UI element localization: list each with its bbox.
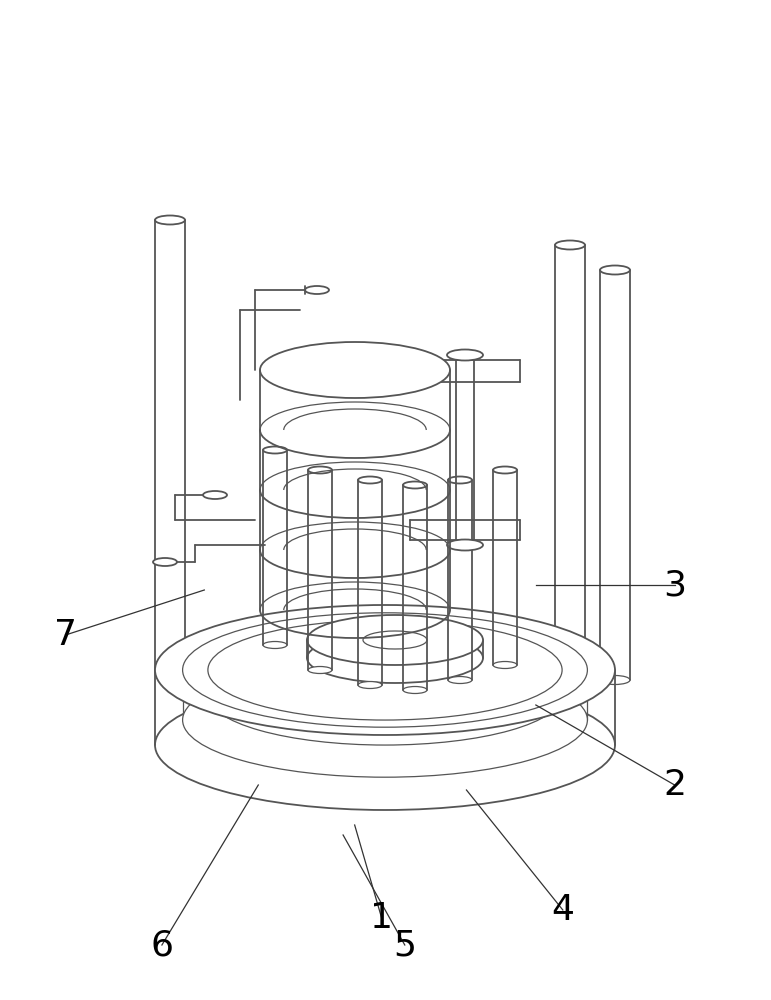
Ellipse shape <box>600 265 630 274</box>
Ellipse shape <box>493 662 517 668</box>
Ellipse shape <box>155 605 615 735</box>
Ellipse shape <box>307 633 483 683</box>
Ellipse shape <box>358 477 382 484</box>
Ellipse shape <box>208 620 562 720</box>
Ellipse shape <box>447 350 483 360</box>
Ellipse shape <box>203 491 227 499</box>
Text: 6: 6 <box>150 928 173 962</box>
Ellipse shape <box>183 663 588 777</box>
Ellipse shape <box>403 482 427 488</box>
Ellipse shape <box>308 466 332 474</box>
Ellipse shape <box>307 615 483 665</box>
Ellipse shape <box>260 342 450 398</box>
Text: 1: 1 <box>370 901 393 935</box>
Text: 7: 7 <box>54 618 77 652</box>
Ellipse shape <box>263 642 287 648</box>
Ellipse shape <box>555 666 585 674</box>
Ellipse shape <box>183 613 588 727</box>
Ellipse shape <box>493 466 517 474</box>
Ellipse shape <box>153 558 177 566</box>
Ellipse shape <box>155 680 615 810</box>
Ellipse shape <box>448 477 472 484</box>
Ellipse shape <box>363 631 427 649</box>
Ellipse shape <box>308 666 332 674</box>
Ellipse shape <box>155 666 185 674</box>
Text: 3: 3 <box>663 568 686 602</box>
Text: 4: 4 <box>551 893 574 927</box>
Ellipse shape <box>447 540 483 550</box>
Ellipse shape <box>358 682 382 688</box>
Ellipse shape <box>263 446 287 454</box>
Ellipse shape <box>155 216 185 225</box>
Text: 5: 5 <box>393 928 416 962</box>
Ellipse shape <box>208 645 562 745</box>
Ellipse shape <box>305 286 329 294</box>
Ellipse shape <box>600 676 630 684</box>
Ellipse shape <box>403 686 427 694</box>
Text: 2: 2 <box>663 768 686 802</box>
Ellipse shape <box>555 240 585 249</box>
Ellipse shape <box>448 676 472 684</box>
